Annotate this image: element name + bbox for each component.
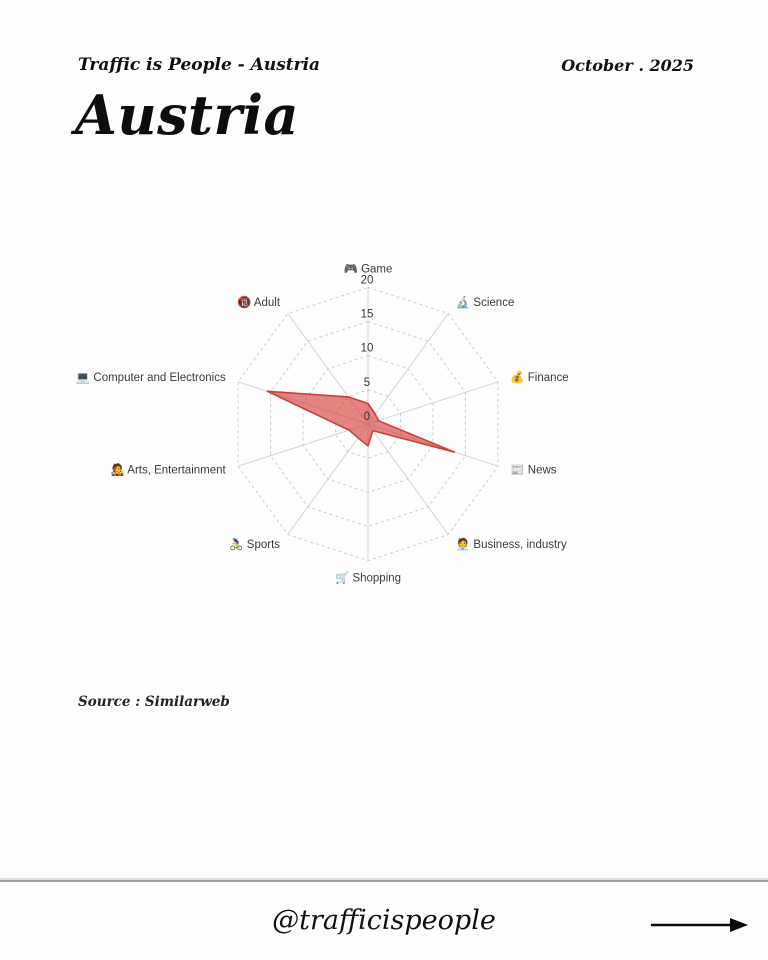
radar-category-label-arts-entertainment: 🧑‍🎤 Arts, Entertainment xyxy=(110,462,226,476)
header-brand: Traffic is People - Austria xyxy=(78,55,321,75)
radar-category-label-news: 📰 News xyxy=(510,464,557,476)
page-title: Austria xyxy=(75,83,299,147)
radar-category-label-game: 🎮 Game xyxy=(344,263,393,275)
radar-tick-label: 15 xyxy=(361,309,374,321)
radar-category-label-finance: 💰 Finance xyxy=(510,370,568,384)
radar-grid-ring xyxy=(237,286,499,562)
radar-category-label-computer-and-electronics: 💻 Computer and Electronics xyxy=(76,372,226,384)
right-arrow-icon xyxy=(651,918,748,932)
radar-category-label-business-industry: 🧑‍💼 Business, industry xyxy=(456,537,567,551)
radar-data-polygon xyxy=(266,390,456,453)
radar-grid-ring xyxy=(302,355,434,493)
radar-tick-label: 0 xyxy=(364,411,370,423)
radar-tick-label: 10 xyxy=(361,343,374,355)
radar-category-label-adult: 🔞 Adult xyxy=(237,295,281,309)
radar-tick-label: 5 xyxy=(364,377,370,389)
radar-tick-label: 20 xyxy=(361,274,374,286)
source-text: Source : Similarweb xyxy=(78,694,230,710)
footer-divider xyxy=(0,880,768,882)
header-date: October . 2025 xyxy=(561,56,694,75)
radar-category-label-sports: 🚴‍♀️ Sports xyxy=(229,537,280,551)
radar-chart: 0 5 10 15 20 🎮 Game 🔬 Science 💰 Finance 📰 News 🧑‍… xyxy=(76,263,569,585)
footer-handle[interactable]: @trafficispeople xyxy=(272,905,496,936)
radar-category-label-shopping: 🛒 Shopping xyxy=(335,571,401,585)
radar-chart-svg: 0 5 10 15 20🎮 Game 🔬 Science 💰 Finance 📰 News 🧑‍… xyxy=(76,263,569,585)
radar-category-label-science: 🔬 Science xyxy=(456,295,514,309)
